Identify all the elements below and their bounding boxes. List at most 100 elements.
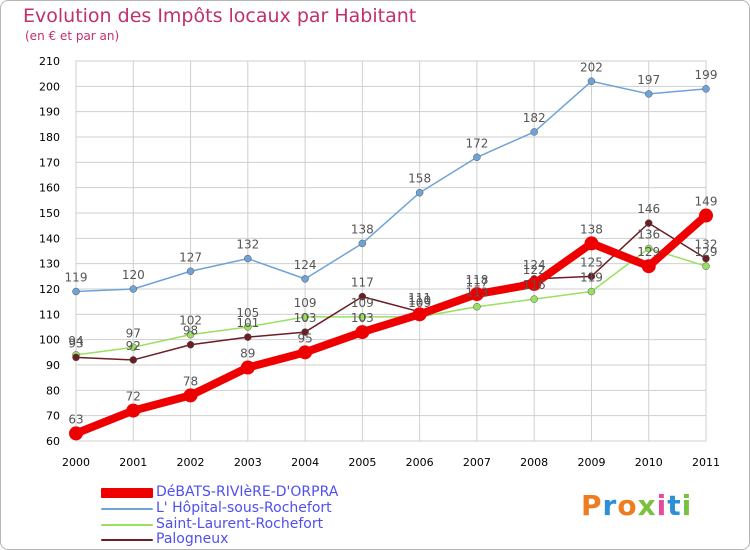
data-label: 105: [236, 306, 259, 320]
data-label: 117: [351, 276, 374, 290]
data-label: 103: [351, 311, 374, 325]
legend-label-saint-laurent: Saint-Laurent-Rochefort: [156, 516, 324, 532]
data-point: [298, 345, 313, 360]
axes: 60 70 80 90 100 110 120 130 140 150 160 170 180 190 20…: [39, 55, 720, 469]
data-point: [129, 343, 138, 352]
data-point: [358, 239, 367, 248]
series-line: [72, 211, 710, 438]
data-point: [183, 388, 198, 403]
data-point: [527, 276, 542, 291]
x-tick-label: 2011: [692, 456, 720, 469]
data-label: 129: [637, 245, 660, 259]
data-point: [244, 323, 252, 331]
y-tick-label: 60: [46, 435, 60, 448]
data-point: [301, 328, 309, 336]
data-label: 127: [179, 250, 202, 264]
data-point: [699, 208, 713, 223]
data-label: 124: [294, 258, 317, 272]
chart-title: Evolution des Impôts locaux par Habitant: [23, 5, 417, 27]
data-label: 138: [580, 222, 603, 236]
data-label: 202: [580, 60, 603, 74]
logo-letter: o: [617, 489, 638, 522]
data-label: 119: [65, 271, 88, 285]
data-label: 101: [236, 316, 259, 330]
data-point: [186, 330, 195, 339]
data-point: [301, 275, 309, 283]
data-point: [702, 254, 710, 263]
data-label: 89: [240, 347, 255, 361]
data-label: 129: [695, 245, 718, 259]
data-point: [355, 325, 370, 340]
y-tick-label: 190: [39, 106, 60, 119]
data-label: 92: [126, 339, 141, 353]
data-label: 132: [695, 238, 718, 252]
legend-label-hopital: L' Hôpital-sous-Rochefort: [156, 500, 332, 516]
data-point: [129, 285, 138, 293]
data-label: 72: [126, 390, 141, 404]
data-point: [587, 287, 596, 296]
data-label: 146: [637, 202, 660, 216]
data-label: 120: [122, 268, 145, 282]
y-tick-label: 170: [39, 156, 60, 169]
data-point: [186, 267, 195, 276]
data-label: 125: [580, 255, 603, 269]
legend-swatch-debats: [101, 488, 153, 498]
data-point: [702, 262, 710, 270]
legend-label-palogneux: Palogneux: [156, 531, 229, 547]
legend-label-debats: DéBATS-RIVIèRE-D'ORPRA: [156, 484, 339, 500]
data-point: [530, 295, 538, 303]
data-point: [469, 287, 484, 302]
data-point: [644, 219, 653, 227]
x-tick-label: 2010: [635, 456, 663, 469]
x-tick-label: 2004: [291, 456, 319, 469]
y-tick-label: 80: [46, 384, 60, 397]
x-tick-label: 2005: [348, 456, 376, 469]
data-label: 103: [294, 311, 317, 325]
data-label: 158: [408, 172, 431, 186]
x-tick-label: 2003: [234, 456, 262, 469]
y-tick-label: 150: [39, 207, 60, 220]
data-label: 109: [351, 296, 374, 310]
data-point: [358, 292, 367, 301]
data-point: [473, 153, 481, 162]
data-point: [69, 426, 83, 441]
x-tick-label: 2002: [177, 456, 205, 469]
legend-swatch-saint-laurent: [101, 524, 153, 526]
data-label: 132: [236, 238, 259, 252]
data-point: [72, 287, 80, 296]
legend-swatch-hopital: [101, 508, 153, 510]
x-tick-label: 2007: [463, 456, 491, 469]
chart-subtitle: (en € et par an): [25, 29, 120, 43]
x-tick-label: 2000: [62, 456, 90, 469]
data-point: [473, 302, 481, 311]
data-point: [702, 85, 710, 93]
data-label: 98: [183, 324, 198, 338]
series-line: [75, 80, 707, 293]
data-label: 113: [465, 286, 488, 300]
y-tick-label: 160: [39, 182, 60, 195]
data-point: [244, 254, 252, 263]
data-label: 94: [68, 334, 83, 348]
data-label: 172: [465, 136, 488, 150]
data-point: [126, 403, 141, 418]
logo-letter: P: [581, 489, 603, 522]
y-tick-label: 200: [39, 80, 60, 93]
data-point: [129, 356, 138, 364]
data-label: 109: [294, 296, 317, 310]
data-label: 117: [465, 276, 488, 290]
proxiti-logo: Proxiti: [581, 489, 692, 522]
data-point: [584, 236, 599, 251]
data-point: [587, 272, 596, 281]
data-label: 199: [695, 68, 718, 82]
data-label: 118: [465, 273, 488, 287]
x-tick-label: 2006: [406, 456, 434, 469]
data-label: 97: [126, 326, 141, 340]
series-line: [75, 247, 707, 356]
data-point: [415, 188, 424, 197]
data-label: 116: [523, 278, 546, 292]
data-label: 138: [351, 222, 374, 236]
data-label: 110: [408, 293, 431, 307]
y-tick-label: 140: [39, 232, 60, 245]
y-tick-label: 90: [46, 359, 60, 372]
data-point: [587, 77, 596, 86]
